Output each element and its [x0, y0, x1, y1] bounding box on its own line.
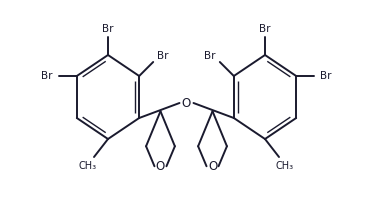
Text: CH₃: CH₃	[79, 161, 97, 171]
Text: Br: Br	[41, 71, 53, 81]
Text: Br: Br	[204, 51, 216, 61]
Text: Br: Br	[102, 24, 114, 34]
Text: O: O	[156, 160, 165, 173]
Text: Br: Br	[259, 24, 271, 34]
Text: Br: Br	[157, 51, 169, 61]
Text: O: O	[182, 96, 191, 110]
Text: Br: Br	[320, 71, 332, 81]
Text: O: O	[208, 160, 217, 173]
Text: CH₃: CH₃	[276, 161, 294, 171]
